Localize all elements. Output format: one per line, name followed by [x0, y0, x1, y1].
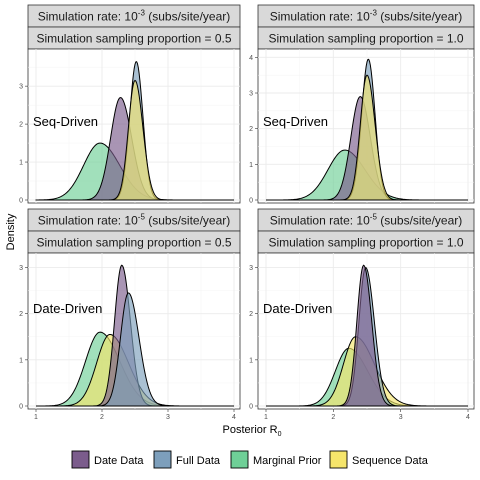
panel-label: Date-Driven [33, 301, 102, 316]
density-full-data [36, 292, 234, 407]
legend-swatch [230, 450, 249, 469]
x-axis-title-subscript: 0 [278, 431, 282, 438]
legend-label: Marginal Prior [253, 455, 322, 467]
panel-label: Date-Driven [263, 301, 332, 316]
panel-3: Simulation rate: 10-5 (subs/site/year) Si… [19, 208, 241, 421]
y-tick-label: 1 [19, 160, 23, 167]
strip-proportion-label: Simulation sampling proportion = 0.5 [36, 236, 231, 250]
panel-label: Seq-Driven [33, 114, 98, 129]
density-curves [266, 58, 468, 201]
legend-item-full-data: Full Data [153, 450, 221, 469]
y-tick-label: 0 [249, 198, 253, 205]
legend-item-date-data: Date Data [71, 450, 144, 469]
y-axis-title: Density [5, 213, 17, 250]
y-tick-label: 0 [19, 404, 23, 411]
density-sequence-data [36, 79, 234, 201]
strip-rate-label: Simulation rate: 10-3 (subs/site/year) [38, 9, 231, 24]
strip-proportion-label: Simulation sampling proportion = 0.5 [36, 32, 231, 46]
y-tick-label: 1 [249, 162, 253, 169]
y-tick-label: 2 [249, 311, 253, 318]
density-curves [35, 264, 234, 407]
x-tick-label: 3 [399, 414, 403, 421]
y-tick-label: 3 [249, 265, 253, 272]
y-tick-label: 0 [19, 198, 23, 205]
density-curves [266, 264, 468, 407]
legend-label: Date Data [94, 455, 144, 467]
x-tick-label: 4 [232, 414, 236, 421]
density-curves [35, 61, 234, 201]
x-tick-label: 2 [331, 414, 335, 421]
x-tick-label: 2 [100, 414, 104, 421]
x-axis-title: Posterior R0 [223, 424, 282, 438]
strip-rate-label: Simulation rate: 10-5 (subs/site/year) [38, 213, 231, 228]
y-tick-label: 3 [19, 265, 23, 272]
legend-item-sequence-data: Sequence Data [329, 450, 429, 469]
density-sequence-data [266, 74, 468, 201]
y-tick-label: 2 [19, 122, 23, 129]
panel-1: Simulation rate: 10-3 (subs/site/year) Si… [19, 4, 241, 205]
strip-rate-label: Simulation rate: 10-5 (subs/site/year) [270, 213, 463, 228]
legend-label: Full Data [176, 455, 221, 467]
legend-label: Sequence Data [352, 455, 429, 467]
x-tick-label: 1 [264, 414, 268, 421]
legend-swatch [71, 450, 90, 469]
y-tick-label: 1 [19, 357, 23, 364]
legend-swatch [329, 450, 348, 469]
legend-item-marginal-prior: Marginal Prior [230, 450, 322, 469]
y-tick-label: 3 [249, 91, 253, 98]
x-tick-label: 3 [166, 414, 170, 421]
y-tick-label: 2 [19, 311, 23, 318]
panel-2: Simulation rate: 10-3 (subs/site/year) Si… [249, 4, 475, 205]
strip-rate-label: Simulation rate: 10-3 (subs/site/year) [270, 9, 463, 24]
y-tick-label: 3 [19, 84, 23, 91]
y-tick-label: 2 [249, 126, 253, 133]
legend-swatch [153, 450, 172, 469]
legend: Date Data Full Data Marginal Prior Sequence… [71, 450, 429, 469]
x-tick-label: 4 [466, 414, 470, 421]
panels-layer: Simulation rate: 10-3 (subs/site/year) Si… [19, 4, 475, 421]
panel-4: Simulation rate: 10-5 (subs/site/year) Si… [249, 208, 475, 421]
strip-proportion-label: Simulation sampling proportion = 1.0 [268, 236, 463, 250]
panel-label: Seq-Driven [263, 114, 328, 129]
strip-proportion-label: Simulation sampling proportion = 1.0 [268, 32, 463, 46]
density-date-data [266, 264, 468, 407]
x-tick-label: 1 [34, 414, 38, 421]
x-axis-title-main: Posterior R [223, 424, 278, 436]
y-tick-label: 4 [249, 55, 253, 62]
y-tick-label: 1 [249, 357, 253, 364]
y-tick-label: 0 [249, 404, 253, 411]
